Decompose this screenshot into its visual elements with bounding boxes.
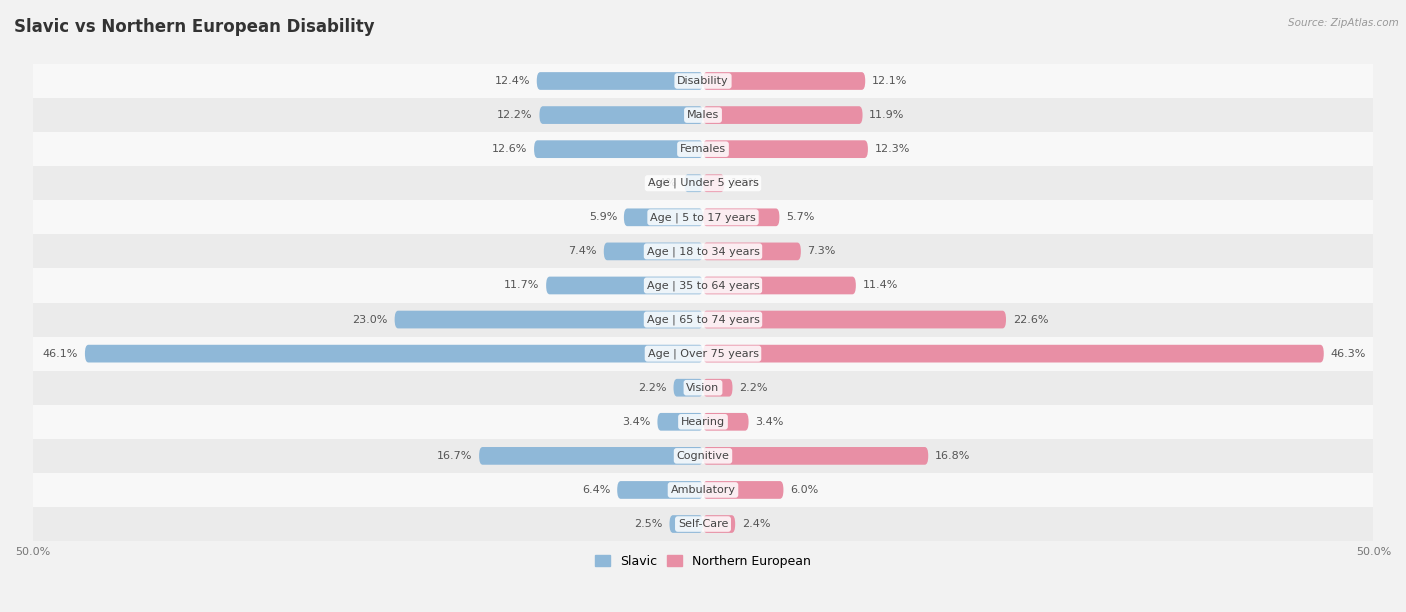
FancyBboxPatch shape [624, 209, 703, 226]
FancyBboxPatch shape [703, 413, 748, 431]
FancyBboxPatch shape [540, 106, 703, 124]
Text: 11.7%: 11.7% [505, 280, 540, 291]
FancyBboxPatch shape [546, 277, 703, 294]
Text: 12.4%: 12.4% [495, 76, 530, 86]
FancyBboxPatch shape [658, 413, 703, 431]
Text: 12.1%: 12.1% [872, 76, 907, 86]
FancyBboxPatch shape [703, 209, 779, 226]
Text: Age | 35 to 64 years: Age | 35 to 64 years [647, 280, 759, 291]
Text: 6.0%: 6.0% [790, 485, 818, 495]
FancyBboxPatch shape [703, 345, 1324, 362]
Legend: Slavic, Northern European: Slavic, Northern European [591, 550, 815, 573]
Text: 3.4%: 3.4% [755, 417, 783, 427]
Text: 22.6%: 22.6% [1012, 315, 1049, 324]
Text: Vision: Vision [686, 382, 720, 393]
FancyBboxPatch shape [673, 379, 703, 397]
Bar [32, 507, 1374, 541]
Text: 5.7%: 5.7% [786, 212, 814, 222]
Text: Cognitive: Cognitive [676, 451, 730, 461]
Text: Disability: Disability [678, 76, 728, 86]
Text: 7.4%: 7.4% [568, 247, 598, 256]
FancyBboxPatch shape [534, 140, 703, 158]
FancyBboxPatch shape [703, 515, 735, 533]
Text: 6.4%: 6.4% [582, 485, 610, 495]
Text: 23.0%: 23.0% [353, 315, 388, 324]
FancyBboxPatch shape [703, 72, 865, 90]
FancyBboxPatch shape [84, 345, 703, 362]
FancyBboxPatch shape [703, 174, 724, 192]
Text: Males: Males [688, 110, 718, 120]
FancyBboxPatch shape [703, 447, 928, 465]
Text: 12.6%: 12.6% [492, 144, 527, 154]
Bar [32, 269, 1374, 302]
FancyBboxPatch shape [703, 311, 1007, 329]
Text: 16.7%: 16.7% [437, 451, 472, 461]
Text: 7.3%: 7.3% [807, 247, 837, 256]
Bar [32, 371, 1374, 405]
Text: 16.8%: 16.8% [935, 451, 970, 461]
Bar [32, 166, 1374, 200]
Bar [32, 200, 1374, 234]
Text: Age | Over 75 years: Age | Over 75 years [648, 348, 758, 359]
Text: 2.2%: 2.2% [740, 382, 768, 393]
Text: 2.2%: 2.2% [638, 382, 666, 393]
Text: 11.4%: 11.4% [862, 280, 898, 291]
Bar [32, 337, 1374, 371]
FancyBboxPatch shape [703, 277, 856, 294]
Text: Hearing: Hearing [681, 417, 725, 427]
Text: 2.4%: 2.4% [742, 519, 770, 529]
Text: 11.9%: 11.9% [869, 110, 904, 120]
Bar [32, 64, 1374, 98]
Text: Slavic vs Northern European Disability: Slavic vs Northern European Disability [14, 18, 374, 36]
Text: Age | 65 to 74 years: Age | 65 to 74 years [647, 315, 759, 325]
Text: Females: Females [681, 144, 725, 154]
Bar [32, 473, 1374, 507]
FancyBboxPatch shape [703, 106, 862, 124]
FancyBboxPatch shape [685, 174, 703, 192]
Text: Age | Under 5 years: Age | Under 5 years [648, 178, 758, 188]
Bar [32, 132, 1374, 166]
FancyBboxPatch shape [669, 515, 703, 533]
Text: 5.9%: 5.9% [589, 212, 617, 222]
Bar [32, 302, 1374, 337]
Bar [32, 98, 1374, 132]
Text: 3.4%: 3.4% [623, 417, 651, 427]
FancyBboxPatch shape [395, 311, 703, 329]
FancyBboxPatch shape [537, 72, 703, 90]
Text: 46.3%: 46.3% [1330, 349, 1365, 359]
Text: 1.4%: 1.4% [650, 178, 678, 188]
Text: Age | 18 to 34 years: Age | 18 to 34 years [647, 246, 759, 256]
FancyBboxPatch shape [703, 481, 783, 499]
FancyBboxPatch shape [703, 242, 801, 260]
FancyBboxPatch shape [703, 140, 868, 158]
FancyBboxPatch shape [603, 242, 703, 260]
Text: Self-Care: Self-Care [678, 519, 728, 529]
Bar [32, 234, 1374, 269]
Bar [32, 439, 1374, 473]
Text: Age | 5 to 17 years: Age | 5 to 17 years [650, 212, 756, 223]
Text: 46.1%: 46.1% [42, 349, 79, 359]
FancyBboxPatch shape [617, 481, 703, 499]
Text: 12.3%: 12.3% [875, 144, 910, 154]
FancyBboxPatch shape [703, 379, 733, 397]
Text: 2.5%: 2.5% [634, 519, 662, 529]
Text: 12.2%: 12.2% [498, 110, 533, 120]
Text: Source: ZipAtlas.com: Source: ZipAtlas.com [1288, 18, 1399, 28]
Bar [32, 405, 1374, 439]
Text: Ambulatory: Ambulatory [671, 485, 735, 495]
Text: 1.6%: 1.6% [731, 178, 759, 188]
FancyBboxPatch shape [479, 447, 703, 465]
